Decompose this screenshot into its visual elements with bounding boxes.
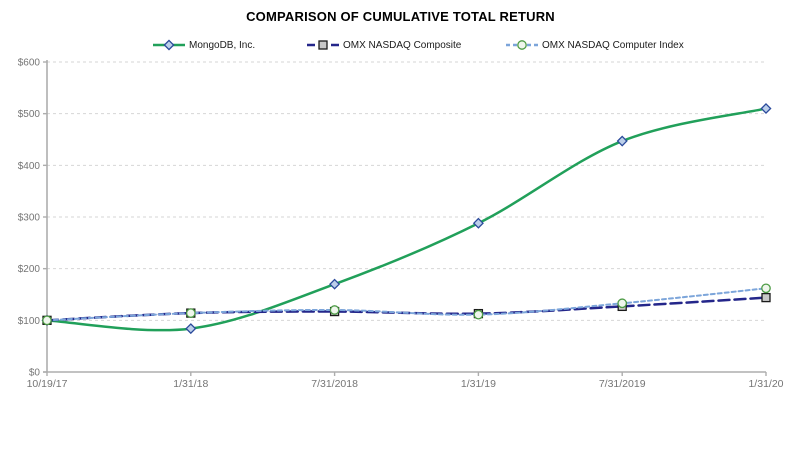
- series-line-0: [45, 107, 768, 332]
- x-axis-label: 1/31/18: [173, 378, 208, 390]
- y-axis-label: $100: [18, 316, 41, 327]
- series-line-2: [46, 287, 767, 322]
- y-axis-label: $500: [18, 109, 41, 120]
- data-point-circle-icon: [473, 309, 484, 320]
- series-line-1: [45, 296, 768, 322]
- data-point-diamond-icon: [616, 135, 628, 147]
- data-point-diamond-icon: [329, 278, 341, 290]
- legend-label-mongodb: MongoDB, Inc.: [189, 39, 256, 51]
- data-point-circle-icon: [185, 308, 196, 318]
- legend-item-nasdaq-computer-index: OMX NASDAQ Computer Index: [505, 38, 684, 52]
- data-point-circle-icon: [42, 315, 52, 326]
- y-axis-label: $400: [18, 161, 41, 172]
- legend-marker-circle-icon: [517, 40, 527, 50]
- x-axis-label: 7/31/2018: [311, 378, 358, 390]
- data-point-circle-icon: [329, 305, 340, 315]
- data-point-square-icon: [761, 292, 771, 303]
- legend-label-nasdaq-computer-index: OMX NASDAQ Computer Index: [542, 39, 684, 51]
- data-point-diamond-icon: [185, 323, 197, 335]
- x-axis-label: 1/31/20: [748, 378, 783, 390]
- chart-title: COMPARISON OF CUMULATIVE TOTAL RETURN: [246, 9, 555, 24]
- legend-swatch-composite-line-icon: [306, 39, 340, 51]
- legend-item-nasdaq-composite: OMX NASDAQ Composite: [306, 38, 461, 52]
- data-point-diamond-icon: [472, 217, 484, 229]
- legend-item-mongodb: MongoDB, Inc.: [152, 38, 255, 52]
- y-axis-label: $0: [29, 368, 41, 379]
- data-point-circle-icon: [761, 283, 771, 294]
- legend-label-nasdaq-composite: OMX NASDAQ Composite: [343, 39, 462, 51]
- data-point-diamond-icon: [760, 102, 772, 115]
- y-axis-label: $600: [18, 58, 41, 69]
- x-axis-label: 7/31/2019: [599, 378, 646, 390]
- legend-swatch-mongodb-line-icon: [152, 39, 186, 51]
- legend-marker-square-icon: [318, 40, 328, 50]
- data-point-circle-icon: [617, 298, 628, 309]
- x-axis-label: 1/31/19: [461, 378, 496, 390]
- legend-swatch-computer-line-icon: [505, 39, 539, 51]
- legend-marker-diamond-icon: [163, 39, 175, 51]
- x-axis-label: 10/19/17: [27, 378, 68, 390]
- y-axis-label: $200: [18, 264, 41, 275]
- y-axis-label: $300: [18, 213, 41, 224]
